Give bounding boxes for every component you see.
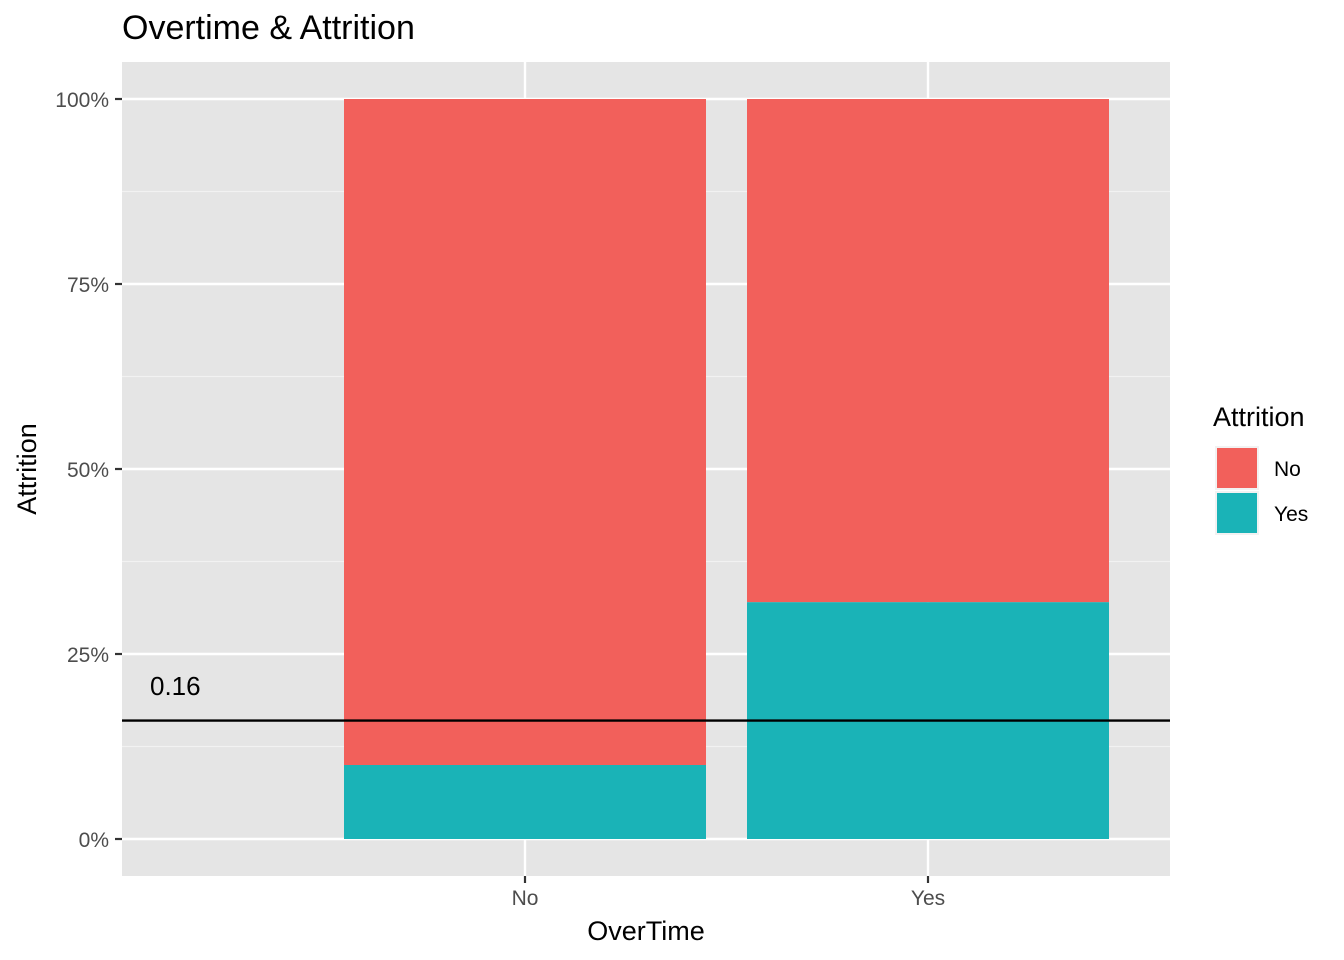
bar-yes-no [747, 99, 1109, 603]
x-tick-label: Yes [911, 887, 945, 910]
y-tick-label: 75% [67, 274, 109, 297]
axes: 0% 25% 50% 75% 100% No Yes [55, 89, 945, 910]
legend-label-no: No [1274, 458, 1301, 481]
legend-title: Attrition [1213, 402, 1305, 432]
y-tick-label: 0% [79, 829, 109, 852]
x-tick-label: No [512, 887, 539, 910]
legend-swatch-yes [1217, 493, 1257, 533]
chart-title: Overtime & Attrition [122, 9, 415, 47]
y-tick-label: 25% [67, 644, 109, 667]
legend: Attrition No Yes [1213, 402, 1308, 535]
y-axis-title: Attrition [12, 423, 42, 515]
reference-line-group: 0.16 [122, 671, 1170, 722]
bar-no-no [344, 99, 706, 765]
y-tick-label: 50% [67, 459, 109, 482]
legend-swatch-no [1217, 448, 1257, 488]
legend-label-yes: Yes [1274, 503, 1308, 526]
reference-line-label: 0.16 [150, 671, 201, 701]
x-axis-title: OverTime [587, 916, 705, 946]
bar-no-yes [344, 765, 706, 839]
y-tick-label: 100% [55, 89, 109, 112]
